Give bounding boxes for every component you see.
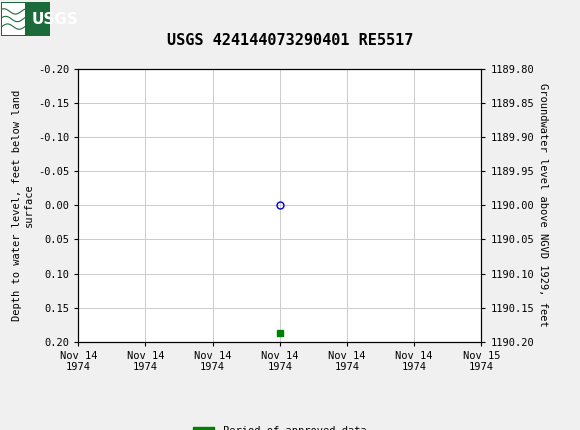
Text: USGS: USGS bbox=[32, 12, 79, 27]
Text: USGS 424144073290401 RE5517: USGS 424144073290401 RE5517 bbox=[167, 34, 413, 48]
FancyBboxPatch shape bbox=[1, 2, 50, 36]
FancyBboxPatch shape bbox=[2, 3, 25, 35]
Y-axis label: Depth to water level, feet below land
surface: Depth to water level, feet below land su… bbox=[12, 90, 34, 321]
Y-axis label: Groundwater level above NGVD 1929, feet: Groundwater level above NGVD 1929, feet bbox=[538, 83, 548, 327]
Legend: Period of approved data: Period of approved data bbox=[189, 422, 371, 430]
